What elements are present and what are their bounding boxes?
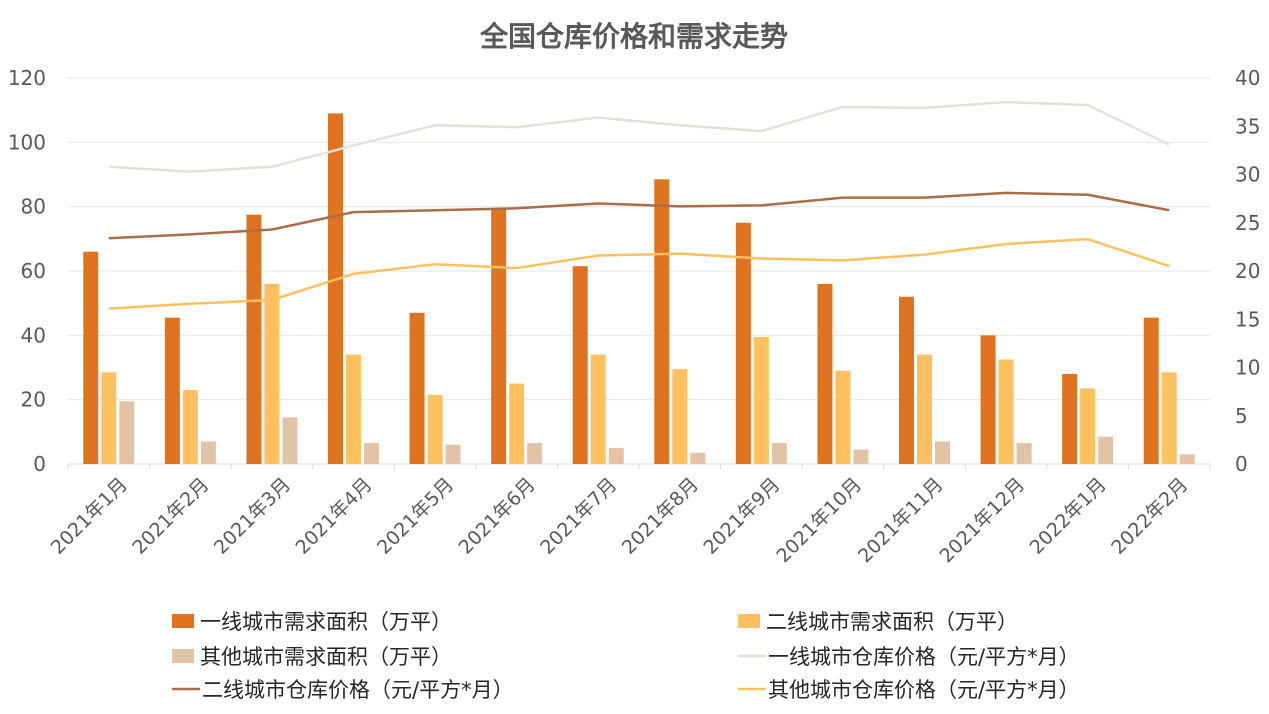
legend-swatch	[172, 649, 194, 663]
y-right-tick-label: 40	[1235, 66, 1260, 90]
x-tick-label: 2021年4月	[291, 474, 376, 559]
bar-2	[753, 336, 769, 464]
bar-2	[998, 359, 1014, 464]
bar-1	[409, 312, 425, 464]
legend-label: 二线城市需求面积（万平）	[766, 610, 1018, 634]
bar-1	[1143, 317, 1159, 464]
chart-title: 全国仓库价格和需求走势	[479, 20, 788, 53]
y-right-tick-label: 10	[1235, 356, 1260, 380]
x-tick-label: 2021年5月	[373, 474, 458, 559]
y-right-tick-label: 5	[1235, 404, 1248, 428]
bar-3	[771, 443, 787, 464]
y-left-tick-label: 40	[21, 323, 46, 347]
bar-1	[980, 335, 996, 464]
y-right-tick-label: 25	[1235, 211, 1260, 235]
y-left-tick-label: 120	[8, 66, 46, 90]
y-left-tick-label: 60	[21, 259, 46, 283]
legend-label: 二线城市仓库价格（元/平方*月）	[202, 678, 514, 702]
line-series-1	[108, 100, 1170, 173]
y-left-tick-label: 20	[21, 388, 46, 412]
bar-2	[590, 354, 606, 464]
bar-1	[164, 317, 180, 464]
x-tick-label: 2021年7月	[536, 474, 621, 559]
bar-3	[1098, 436, 1114, 464]
bar-3	[935, 441, 950, 464]
legend-label: 其他城市仓库价格（元/平方*月）	[768, 678, 1080, 702]
bar-1	[899, 296, 914, 464]
bar-2	[672, 369, 688, 464]
y-left-tick-label: 0	[33, 452, 46, 476]
legend-label: 一线城市需求面积（万平）	[200, 610, 452, 634]
y-right-tick-label: 30	[1235, 163, 1260, 187]
x-tick-label: 2021年3月	[210, 474, 295, 559]
line-series-3	[108, 237, 1170, 310]
line-series-2	[108, 191, 1170, 240]
bar-1	[1062, 373, 1078, 464]
legend-label: 其他城市需求面积（万平）	[200, 645, 452, 669]
bar-3	[853, 449, 869, 464]
x-tick-label: 2022年2月	[1107, 474, 1192, 559]
y-right-tick-label: 35	[1235, 114, 1260, 138]
bar-3	[608, 447, 624, 464]
legend: 一线城市需求面积（万平） 二线城市需求面积（万平） 其他城市需求面积（万平） 一线城市…	[172, 610, 1080, 702]
bar-3	[282, 417, 298, 464]
bar-2	[1161, 372, 1177, 464]
x-tick-label: 2021年6月	[455, 474, 540, 559]
bar-3	[1179, 454, 1195, 464]
y-axis-right: 0 5 10 15 20 25 30 35 40	[1235, 66, 1260, 476]
x-tick-label: 2021年9月	[699, 474, 784, 559]
bar-2	[264, 283, 280, 464]
legend-label: 一线城市仓库价格（元/平方*月）	[768, 645, 1080, 669]
bar-3	[1016, 443, 1032, 464]
y-right-tick-label: 20	[1235, 259, 1260, 283]
bar-3	[690, 452, 706, 464]
bar-3	[119, 401, 135, 464]
bar-3	[200, 441, 216, 464]
bar-2	[427, 394, 443, 464]
bar-1	[83, 251, 99, 464]
gridlines	[68, 77, 1210, 465]
y-axis-left: 0 20 40 60 80 100 120	[8, 66, 46, 476]
y-right-tick-label: 0	[1235, 452, 1248, 476]
bar-1	[817, 283, 833, 464]
x-tick-label: 2021年1月	[47, 474, 132, 559]
bar-2	[346, 354, 361, 464]
bar-3	[364, 443, 379, 464]
x-axis: 2021年1月2021年2月2021年3月2021年4月2021年5月2021年…	[47, 464, 1211, 568]
legend-swatch	[172, 614, 194, 628]
bar-3	[527, 443, 543, 464]
bar-1	[491, 208, 507, 464]
x-tick-label: 2021年11月	[854, 474, 948, 568]
bar-2	[101, 372, 117, 464]
bar-1	[572, 266, 588, 464]
bar-3	[445, 444, 461, 464]
lines	[108, 100, 1170, 310]
x-tick-label: 2021年12月	[936, 474, 1030, 568]
bar-2	[182, 390, 198, 464]
x-tick-label: 2022年1月	[1026, 474, 1111, 559]
bar-1	[735, 222, 751, 464]
y-left-tick-label: 80	[21, 195, 46, 219]
legend-swatch	[738, 614, 760, 628]
bar-1	[328, 113, 343, 464]
bar-2	[1080, 388, 1096, 464]
bar-2	[509, 383, 525, 464]
x-tick-label: 2021年10月	[772, 474, 866, 568]
bar-2	[835, 370, 851, 464]
y-right-tick-label: 15	[1235, 307, 1260, 331]
x-tick-label: 2021年2月	[128, 474, 213, 559]
x-tick-label: 2021年8月	[618, 474, 703, 559]
bar-1	[654, 179, 670, 464]
y-left-tick-label: 100	[8, 130, 46, 154]
bar-2	[917, 354, 932, 464]
bars	[83, 113, 1195, 464]
bar-1	[246, 214, 262, 464]
